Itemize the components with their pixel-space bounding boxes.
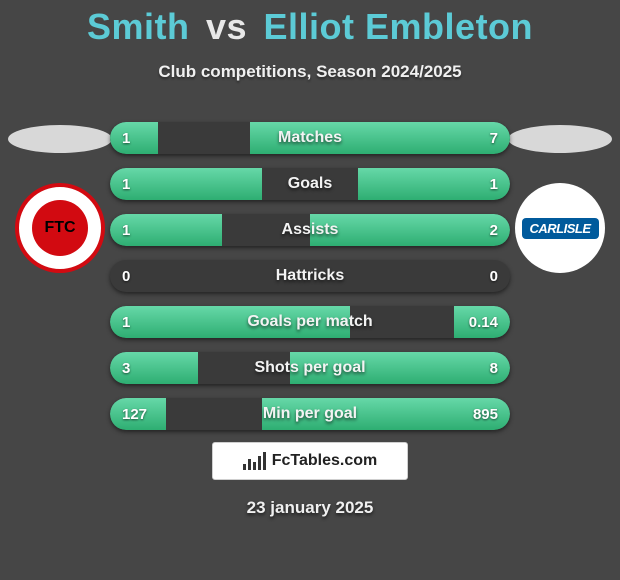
stat-label: Goals bbox=[288, 175, 332, 193]
stat-label: Goals per match bbox=[247, 313, 372, 331]
stat-value-right: 0 bbox=[490, 260, 498, 292]
player1-silhouette-icon bbox=[8, 125, 112, 153]
comparison-title: Smith vs Elliot Embleton bbox=[0, 0, 620, 48]
fctables-logo: FcTables.com bbox=[212, 442, 408, 480]
stat-label: Matches bbox=[278, 129, 342, 147]
stat-row: 1 2 Assists bbox=[110, 214, 510, 246]
player2-name: Elliot Embleton bbox=[264, 6, 534, 47]
stat-row: 1 1 Goals bbox=[110, 168, 510, 200]
stat-row: 1 0.14 Goals per match bbox=[110, 306, 510, 338]
stat-label: Min per goal bbox=[263, 405, 357, 423]
stat-label: Assists bbox=[282, 221, 339, 239]
stat-label: Shots per goal bbox=[254, 359, 365, 377]
stat-row: 0 0 Hattricks bbox=[110, 260, 510, 292]
player2-club-badge-text: CARLISLE bbox=[522, 218, 599, 239]
player1-club-badge: FTC bbox=[15, 183, 105, 273]
stat-row: 1 7 Matches bbox=[110, 122, 510, 154]
stat-row: 127 895 Min per goal bbox=[110, 398, 510, 430]
stat-fill-left bbox=[110, 122, 158, 154]
stat-value-right: 7 bbox=[490, 122, 498, 154]
stat-value-left: 1 bbox=[122, 168, 130, 200]
stat-fill-right bbox=[310, 214, 510, 246]
vs-separator: vs bbox=[206, 6, 247, 47]
fctables-logo-text: FcTables.com bbox=[272, 452, 378, 470]
stats-chart: 1 7 Matches 1 1 Goals 1 2 Assists 0 0 Hattricks 1 0.1… bbox=[110, 122, 510, 444]
footer-date: 23 january 2025 bbox=[0, 498, 620, 518]
stat-value-left: 1 bbox=[122, 122, 130, 154]
stat-value-right: 0.14 bbox=[469, 306, 498, 338]
stat-label: Hattricks bbox=[276, 267, 344, 285]
stat-row: 3 8 Shots per goal bbox=[110, 352, 510, 384]
stat-value-left: 0 bbox=[122, 260, 130, 292]
stat-value-right: 895 bbox=[473, 398, 498, 430]
stat-value-left: 3 bbox=[122, 352, 130, 384]
stat-value-right: 1 bbox=[490, 168, 498, 200]
player1-club-badge-text: FTC bbox=[32, 200, 88, 256]
stat-value-left: 127 bbox=[122, 398, 147, 430]
stat-value-left: 1 bbox=[122, 306, 130, 338]
player2-silhouette-icon bbox=[508, 125, 612, 153]
player1-name: Smith bbox=[87, 6, 190, 47]
stat-fill-right bbox=[358, 168, 510, 200]
stat-value-right: 2 bbox=[490, 214, 498, 246]
stat-fill-left bbox=[110, 168, 262, 200]
left-player-column: FTC bbox=[0, 125, 120, 273]
subtitle: Club competitions, Season 2024/2025 bbox=[0, 62, 620, 82]
right-player-column: CARLISLE bbox=[500, 125, 620, 273]
stat-value-right: 8 bbox=[490, 352, 498, 384]
player2-club-badge: CARLISLE bbox=[515, 183, 605, 273]
stat-value-left: 1 bbox=[122, 214, 130, 246]
bars-icon bbox=[243, 452, 266, 470]
